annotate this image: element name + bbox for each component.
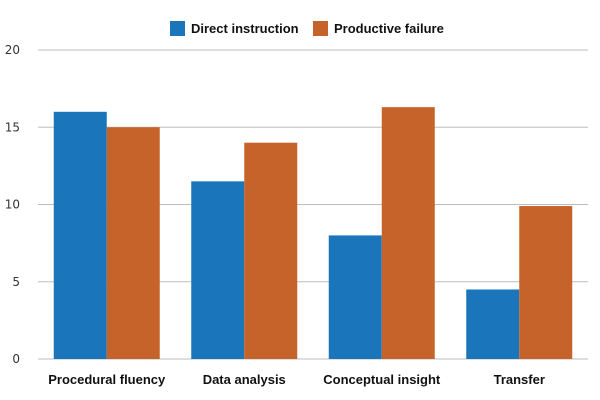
x-category-label: Transfer [494, 372, 545, 387]
bar-direct-instruction [328, 235, 382, 359]
x-category-label: Conceptual insight [323, 372, 441, 387]
legend-swatch [170, 21, 185, 36]
bar-productive-failure [244, 142, 298, 359]
bar-productive-failure [381, 107, 435, 359]
legend: Direct instruction Productive failure [170, 21, 444, 36]
y-tick-label: 0 [12, 352, 20, 366]
x-axis-category-labels: Procedural fluency Data analysis Conceptua… [48, 372, 545, 387]
x-category-label: Data analysis [203, 372, 286, 387]
x-category-label: Procedural fluency [48, 372, 166, 387]
y-tick-label: 10 [5, 198, 20, 212]
bar-direct-instruction [53, 111, 107, 359]
bar-direct-instruction [191, 181, 245, 359]
bars [53, 107, 573, 359]
legend-label: Direct instruction [191, 21, 299, 36]
y-tick-label: 5 [12, 275, 20, 289]
y-tick-label: 20 [5, 43, 20, 57]
bar-productive-failure [519, 206, 573, 359]
legend-label: Productive failure [334, 21, 444, 36]
legend-swatch [313, 21, 328, 36]
y-axis-tick-labels: 0 5 10 15 20 [5, 43, 20, 366]
bar-productive-failure [106, 127, 160, 359]
y-tick-label: 15 [5, 120, 20, 134]
bar-direct-instruction [466, 289, 520, 359]
